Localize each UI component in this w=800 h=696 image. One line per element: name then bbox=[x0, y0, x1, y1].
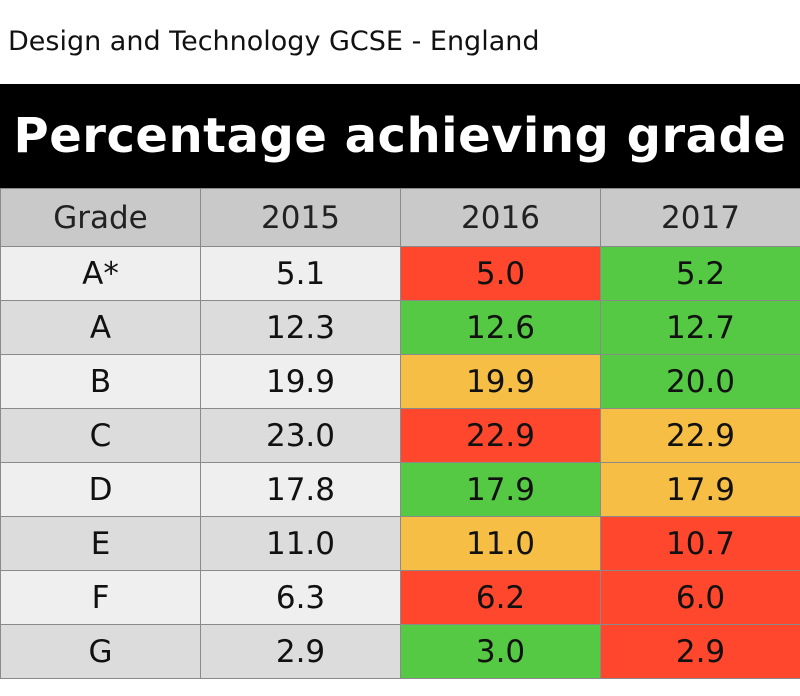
table-row: A* 5.1 5.0 5.2 bbox=[0, 246, 800, 301]
grade-table: Grade 2015 2016 2017 A* 5.1 5.0 5.2 A 12.3 12.… bbox=[0, 188, 800, 679]
grade-cell: C bbox=[0, 408, 201, 463]
value-cell: 2.9 bbox=[600, 624, 800, 679]
value-cell: 22.9 bbox=[400, 408, 601, 463]
table-row: D 17.8 17.9 17.9 bbox=[0, 462, 800, 517]
column-header-2016: 2016 bbox=[400, 188, 601, 247]
value-cell: 6.0 bbox=[600, 570, 800, 625]
table-row: C 23.0 22.9 22.9 bbox=[0, 408, 800, 463]
grade-cell: B bbox=[0, 354, 201, 409]
value-cell: 3.0 bbox=[400, 624, 601, 679]
value-cell: 19.9 bbox=[200, 354, 401, 409]
value-cell: 6.3 bbox=[200, 570, 401, 625]
value-cell: 22.9 bbox=[600, 408, 800, 463]
value-cell: 12.7 bbox=[600, 300, 800, 355]
grade-cell: F bbox=[0, 570, 201, 625]
value-cell: 17.8 bbox=[200, 462, 401, 517]
value-cell: 5.0 bbox=[400, 246, 601, 301]
value-cell: 20.0 bbox=[600, 354, 800, 409]
table-row: A 12.3 12.6 12.7 bbox=[0, 300, 800, 355]
table-body: A* 5.1 5.0 5.2 A 12.3 12.6 12.7 B 19.9 19.9 20.0 C 23… bbox=[0, 246, 800, 679]
value-cell: 5.1 bbox=[200, 246, 401, 301]
table-row: F 6.3 6.2 6.0 bbox=[0, 570, 800, 625]
page-title: Design and Technology GCSE - England bbox=[8, 26, 540, 57]
value-cell: 6.2 bbox=[400, 570, 601, 625]
header-row: Grade 2015 2016 2017 bbox=[0, 188, 800, 247]
grade-cell: A bbox=[0, 300, 201, 355]
value-cell: 19.9 bbox=[400, 354, 601, 409]
value-cell: 17.9 bbox=[400, 462, 601, 517]
value-cell: 11.0 bbox=[200, 516, 401, 571]
table-banner: Percentage achieving grade bbox=[0, 84, 800, 188]
table-row: B 19.9 19.9 20.0 bbox=[0, 354, 800, 409]
column-header-2017: 2017 bbox=[600, 188, 800, 247]
banner-title: Percentage achieving grade bbox=[13, 108, 787, 164]
value-cell: 12.6 bbox=[400, 300, 601, 355]
value-cell: 10.7 bbox=[600, 516, 800, 571]
grade-cell: E bbox=[0, 516, 201, 571]
table-row: E 11.0 11.0 10.7 bbox=[0, 516, 800, 571]
table-row: G 2.9 3.0 2.9 bbox=[0, 624, 800, 679]
column-header-grade: Grade bbox=[0, 188, 201, 247]
value-cell: 23.0 bbox=[200, 408, 401, 463]
column-header-2015: 2015 bbox=[200, 188, 401, 247]
value-cell: 5.2 bbox=[600, 246, 800, 301]
value-cell: 17.9 bbox=[600, 462, 800, 517]
value-cell: 11.0 bbox=[400, 516, 601, 571]
value-cell: 12.3 bbox=[200, 300, 401, 355]
grade-cell: D bbox=[0, 462, 201, 517]
grade-cell: G bbox=[0, 624, 201, 679]
value-cell: 2.9 bbox=[200, 624, 401, 679]
grade-cell: A* bbox=[0, 246, 201, 301]
